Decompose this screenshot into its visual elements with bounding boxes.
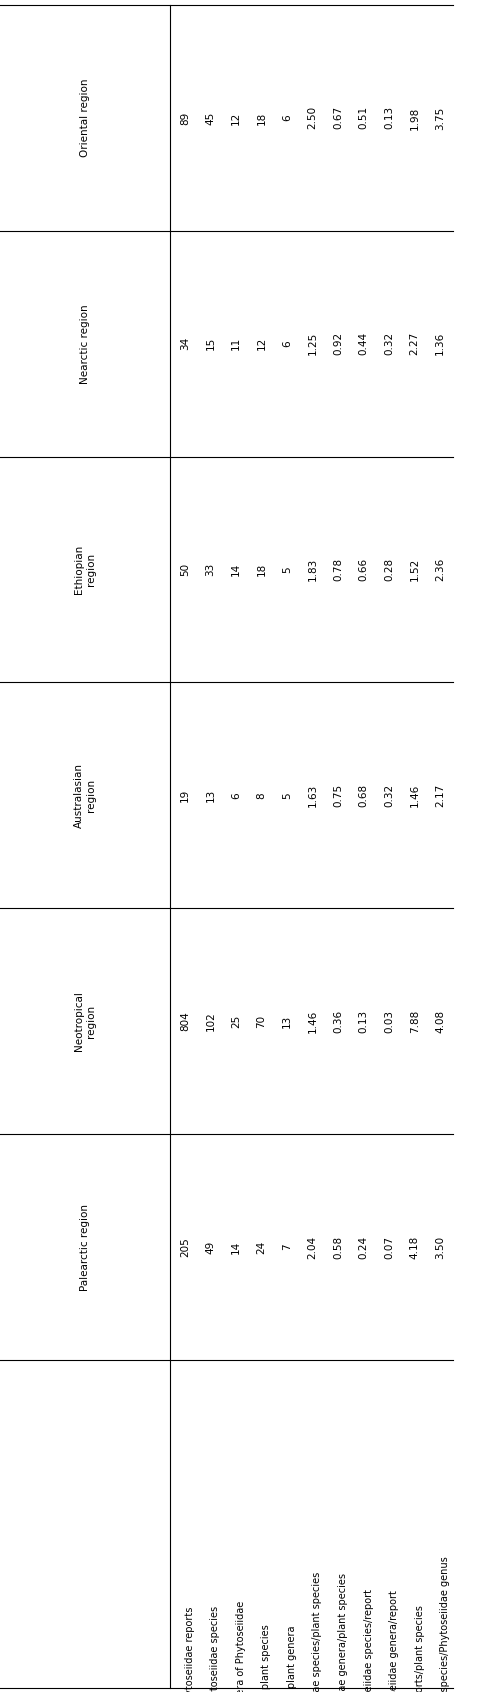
Text: 6: 6 bbox=[282, 115, 292, 122]
Text: 15: 15 bbox=[206, 337, 215, 350]
Text: 8: 8 bbox=[256, 792, 266, 799]
Text: 0.03: 0.03 bbox=[384, 1010, 394, 1032]
Text: 0.07: 0.07 bbox=[384, 1235, 394, 1259]
Text: Number of Phytoseiidae genera/report: Number of Phytoseiidae genera/report bbox=[389, 1590, 399, 1692]
Text: 14: 14 bbox=[231, 563, 241, 577]
Text: 1.83: 1.83 bbox=[307, 558, 317, 582]
Text: 2.04: 2.04 bbox=[307, 1235, 317, 1259]
Text: 0.51: 0.51 bbox=[358, 107, 369, 130]
Text: 1.46: 1.46 bbox=[410, 783, 420, 807]
Text: 0.13: 0.13 bbox=[384, 107, 394, 130]
Text: 12: 12 bbox=[256, 337, 266, 350]
Text: 0.68: 0.68 bbox=[358, 783, 369, 807]
Text: 6: 6 bbox=[231, 792, 241, 799]
Text: Ethiopian
region: Ethiopian region bbox=[74, 545, 96, 594]
Text: Number of Phytoseiidae species: Number of Phytoseiidae species bbox=[210, 1606, 220, 1692]
Text: 0.44: 0.44 bbox=[358, 332, 369, 355]
Text: 45: 45 bbox=[206, 112, 215, 125]
Text: 24: 24 bbox=[256, 1240, 266, 1254]
Text: Oriental region: Oriental region bbox=[80, 78, 90, 157]
Text: 4.08: 4.08 bbox=[435, 1010, 445, 1032]
Text: 6: 6 bbox=[282, 340, 292, 347]
Text: 1.46: 1.46 bbox=[307, 1010, 317, 1032]
Text: 13: 13 bbox=[206, 788, 215, 802]
Text: 0.36: 0.36 bbox=[333, 1010, 343, 1032]
Text: 1.25: 1.25 bbox=[307, 332, 317, 355]
Text: 102: 102 bbox=[206, 1012, 215, 1030]
Text: Nearctic region: Nearctic region bbox=[80, 305, 90, 384]
Text: 89: 89 bbox=[180, 112, 190, 125]
Text: 18: 18 bbox=[256, 563, 266, 577]
Text: 11: 11 bbox=[231, 337, 241, 350]
Text: 18: 18 bbox=[256, 112, 266, 125]
Text: 0.32: 0.32 bbox=[384, 783, 394, 807]
Text: 2.27: 2.27 bbox=[410, 332, 420, 355]
Text: 0.24: 0.24 bbox=[358, 1235, 369, 1259]
Text: 7: 7 bbox=[282, 1244, 292, 1250]
Text: 14: 14 bbox=[231, 1240, 241, 1254]
Text: Number of Phytoseiidae species/plant species: Number of Phytoseiidae species/plant spe… bbox=[313, 1572, 323, 1692]
Text: Number of plant genera: Number of plant genera bbox=[287, 1626, 297, 1692]
Text: 12: 12 bbox=[231, 112, 241, 125]
Text: 13: 13 bbox=[282, 1015, 292, 1027]
Text: 1.52: 1.52 bbox=[410, 558, 420, 582]
Text: 5: 5 bbox=[282, 567, 292, 574]
Text: Neotropical
region: Neotropical region bbox=[74, 992, 96, 1051]
Text: 2.50: 2.50 bbox=[307, 107, 317, 130]
Text: 34: 34 bbox=[180, 337, 190, 350]
Text: 0.67: 0.67 bbox=[333, 107, 343, 130]
Text: 0.28: 0.28 bbox=[384, 558, 394, 580]
Text: 804: 804 bbox=[180, 1012, 190, 1030]
Text: 3.50: 3.50 bbox=[435, 1235, 445, 1259]
Text: 0.58: 0.58 bbox=[333, 1235, 343, 1259]
Text: 2.17: 2.17 bbox=[435, 783, 445, 807]
Text: 0.78: 0.78 bbox=[333, 558, 343, 580]
Text: 4.18: 4.18 bbox=[410, 1235, 420, 1259]
Text: number of Phytoseiidae species/report: number of Phytoseiidae species/report bbox=[364, 1589, 374, 1692]
Text: Palearctic region: Palearctic region bbox=[80, 1203, 90, 1291]
Text: 2.36: 2.36 bbox=[435, 558, 445, 582]
Text: Number of genera of Phytoseiidae: Number of genera of Phytoseiidae bbox=[236, 1601, 246, 1692]
Text: 0.75: 0.75 bbox=[333, 783, 343, 807]
Text: Number of plant species: Number of plant species bbox=[261, 1624, 272, 1692]
Text: Number of reports/plant species: Number of reports/plant species bbox=[415, 1606, 424, 1692]
Text: 70: 70 bbox=[256, 1015, 266, 1027]
Text: 1.63: 1.63 bbox=[307, 783, 317, 807]
Text: Number of Phytoseiidae reports: Number of Phytoseiidae reports bbox=[185, 1606, 195, 1692]
Text: 19: 19 bbox=[180, 788, 190, 802]
Text: Number of Phytoseiidae genera/plant species: Number of Phytoseiidae genera/plant spec… bbox=[338, 1572, 348, 1692]
Text: 0.92: 0.92 bbox=[333, 332, 343, 355]
Text: 0.32: 0.32 bbox=[384, 332, 394, 355]
Text: Australasian
region: Australasian region bbox=[74, 763, 96, 827]
Text: 1.98: 1.98 bbox=[410, 107, 420, 130]
Text: 3.75: 3.75 bbox=[435, 107, 445, 130]
Text: 50: 50 bbox=[180, 563, 190, 577]
Text: 7.88: 7.88 bbox=[410, 1010, 420, 1032]
Text: 33: 33 bbox=[206, 563, 215, 577]
Text: Number of Phytoseiidae species/Phytoseiidae genus: Number of Phytoseiidae species/Phytoseii… bbox=[440, 1557, 450, 1692]
Text: 1.36: 1.36 bbox=[435, 332, 445, 355]
Text: 0.13: 0.13 bbox=[358, 1010, 369, 1032]
Text: 49: 49 bbox=[206, 1240, 215, 1254]
Text: 25: 25 bbox=[231, 1015, 241, 1027]
Text: 5: 5 bbox=[282, 792, 292, 799]
Text: 205: 205 bbox=[180, 1237, 190, 1257]
Text: 0.66: 0.66 bbox=[358, 558, 369, 580]
